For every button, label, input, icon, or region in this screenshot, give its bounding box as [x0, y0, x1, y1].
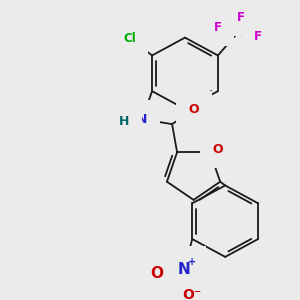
Text: O: O	[189, 103, 200, 116]
Text: F: F	[254, 30, 262, 43]
Text: O: O	[213, 143, 223, 156]
Text: F: F	[214, 21, 222, 34]
Text: N: N	[137, 113, 147, 126]
Text: Cl: Cl	[124, 32, 136, 45]
Text: O⁻: O⁻	[183, 288, 202, 300]
Text: +: +	[188, 256, 196, 267]
Text: H: H	[119, 115, 129, 128]
Text: O: O	[150, 266, 163, 281]
Text: N: N	[178, 262, 190, 277]
Text: F: F	[237, 11, 245, 24]
